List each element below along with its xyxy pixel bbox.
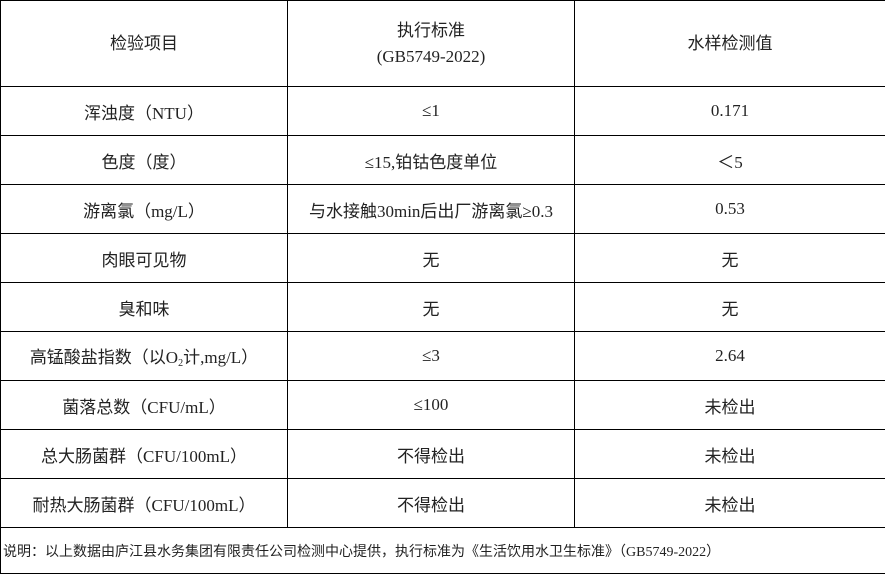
footer-note: 说明：以上数据由庐江县水务集团有限责任公司检测中心提供，执行标准为《生活饮用水卫… [1, 528, 885, 574]
item-cell: 游离氯（mg/L） [1, 185, 288, 234]
value-cell: 0.171 [575, 87, 885, 136]
table-row: 浑浊度（NTU） ≤1 0.171 [1, 87, 885, 136]
table-row: 色度（度） ≤15,铂钴色度单位 ＜5 [1, 136, 885, 185]
standard-cell: ≤1 [288, 87, 575, 136]
table-row: 高锰酸盐指数（以O2计,mg/L） ≤3 2.64 [1, 332, 885, 381]
standard-cell: 无 [288, 234, 575, 283]
value-cell: 未检出 [575, 430, 885, 479]
standard-cell: 不得检出 [288, 430, 575, 479]
table-row: 臭和味 无 无 [1, 283, 885, 332]
value-cell: ＜5 [575, 136, 885, 185]
item-cell: 耐热大肠菌群（CFU/100mL） [1, 479, 288, 528]
header-standard-line1: 执行标准 [288, 18, 574, 44]
header-row: 检验项目 执行标准 (GB5749-2022) 水样检测值 [1, 1, 885, 87]
item-cell: 浑浊度（NTU） [1, 87, 288, 136]
value-cell: 无 [575, 234, 885, 283]
item-cell: 总大肠菌群（CFU/100mL） [1, 430, 288, 479]
table-row: 游离氯（mg/L） 与水接触30min后出厂游离氯≥0.3 0.53 [1, 185, 885, 234]
item-cell: 肉眼可见物 [1, 234, 288, 283]
footer-row: 说明：以上数据由庐江县水务集团有限责任公司检测中心提供，执行标准为《生活饮用水卫… [1, 528, 885, 574]
item-cell: 臭和味 [1, 283, 288, 332]
standard-cell: 与水接触30min后出厂游离氯≥0.3 [288, 185, 575, 234]
standard-cell: ≤100 [288, 381, 575, 430]
value-cell: 2.64 [575, 332, 885, 381]
header-standard: 执行标准 (GB5749-2022) [288, 1, 575, 87]
standard-cell: ≤15,铂钴色度单位 [288, 136, 575, 185]
value-cell: 0.53 [575, 185, 885, 234]
table-row: 总大肠菌群（CFU/100mL） 不得检出 未检出 [1, 430, 885, 479]
item-cell: 色度（度） [1, 136, 288, 185]
item-suffix: 计,mg/L） [183, 348, 258, 367]
table-row: 耐热大肠菌群（CFU/100mL） 不得检出 未检出 [1, 479, 885, 528]
table-row: 菌落总数（CFU/mL） ≤100 未检出 [1, 381, 885, 430]
value-cell: 未检出 [575, 479, 885, 528]
header-value: 水样检测值 [575, 1, 885, 87]
standard-cell: 不得检出 [288, 479, 575, 528]
standard-cell: ≤3 [288, 332, 575, 381]
header-standard-line2: (GB5749-2022) [288, 44, 574, 70]
standard-cell: 无 [288, 283, 575, 332]
header-item: 检验项目 [1, 1, 288, 87]
value-cell: 无 [575, 283, 885, 332]
value-cell: 未检出 [575, 381, 885, 430]
item-cell: 菌落总数（CFU/mL） [1, 381, 288, 430]
table-row: 肉眼可见物 无 无 [1, 234, 885, 283]
item-cell: 高锰酸盐指数（以O2计,mg/L） [1, 332, 288, 381]
item-prefix: 高锰酸盐指数（以O [30, 348, 178, 367]
